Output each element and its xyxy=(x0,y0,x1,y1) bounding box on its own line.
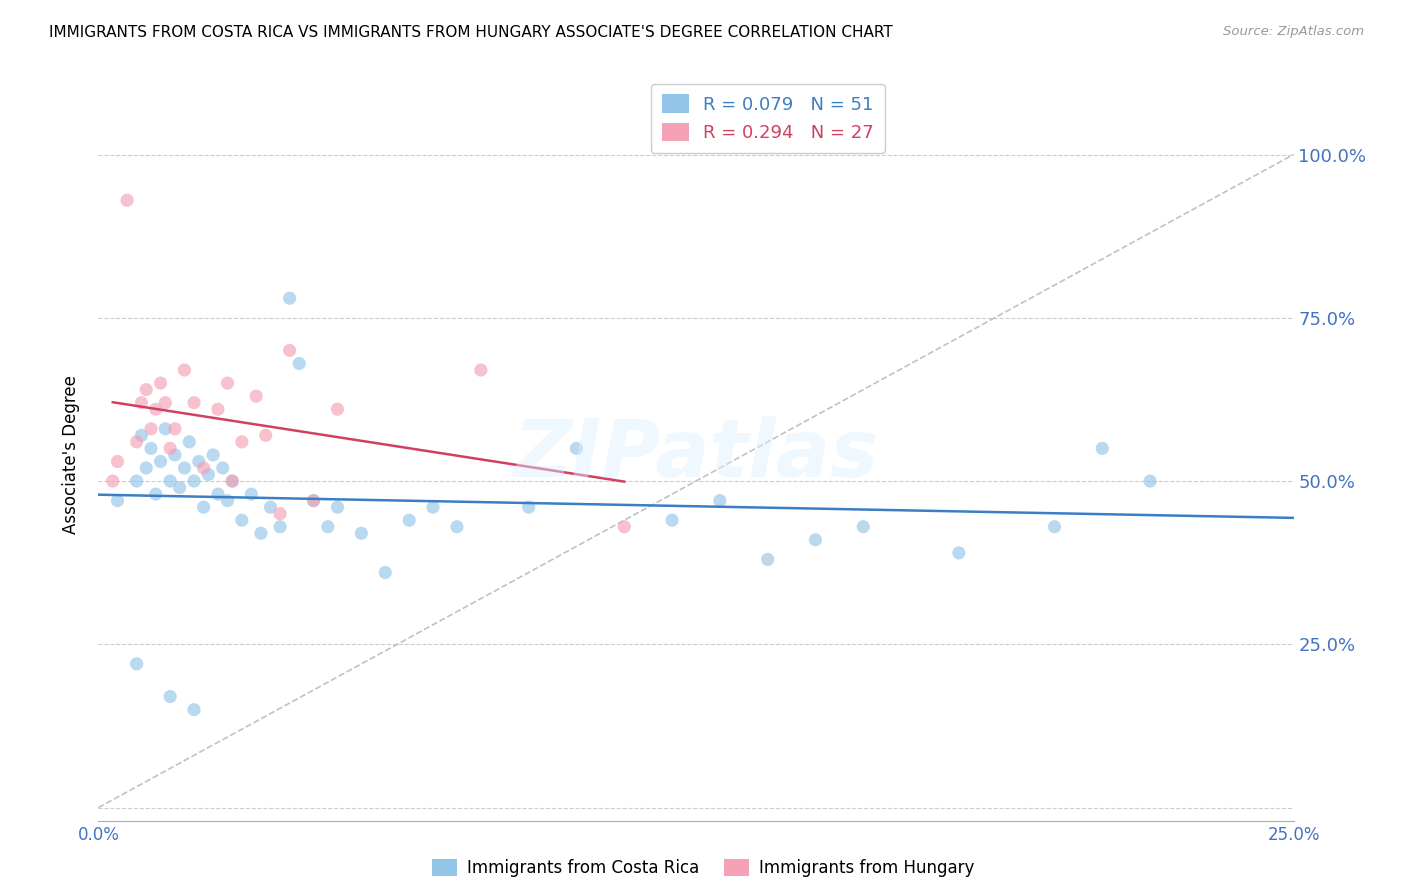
Point xyxy=(852,520,875,534)
Point xyxy=(135,461,157,475)
Point xyxy=(470,363,492,377)
Point xyxy=(221,474,243,488)
Legend: R = 0.079   N = 51, R = 0.294   N = 27: R = 0.079 N = 51, R = 0.294 N = 27 xyxy=(651,84,884,153)
Point xyxy=(756,552,779,566)
Point xyxy=(948,546,970,560)
Point xyxy=(107,454,129,468)
Point xyxy=(101,474,124,488)
Point xyxy=(115,193,138,207)
Point xyxy=(517,500,540,515)
Point xyxy=(149,376,172,390)
Point xyxy=(231,513,253,527)
Point xyxy=(422,500,444,515)
Point xyxy=(169,481,191,495)
Point xyxy=(565,442,588,456)
Point xyxy=(350,526,373,541)
Point xyxy=(374,566,396,580)
Y-axis label: Associate's Degree: Associate's Degree xyxy=(62,376,80,534)
Point xyxy=(183,474,205,488)
Point xyxy=(135,383,157,397)
Point xyxy=(245,389,267,403)
Point xyxy=(125,474,148,488)
Point xyxy=(231,434,253,449)
Point xyxy=(661,513,683,527)
Point xyxy=(259,500,281,515)
Text: IMMIGRANTS FROM COSTA RICA VS IMMIGRANTS FROM HUNGARY ASSOCIATE'S DEGREE CORRELA: IMMIGRANTS FROM COSTA RICA VS IMMIGRANTS… xyxy=(49,25,893,40)
Point xyxy=(159,442,181,456)
Point xyxy=(217,376,239,390)
Point xyxy=(207,402,229,417)
Point xyxy=(183,395,205,409)
Point xyxy=(145,487,167,501)
Point xyxy=(193,461,215,475)
Point xyxy=(125,657,148,671)
Point xyxy=(398,513,420,527)
Point xyxy=(173,363,195,377)
Point xyxy=(183,703,205,717)
Text: ZIPatlas: ZIPatlas xyxy=(513,416,879,494)
Point xyxy=(173,461,195,475)
Point xyxy=(326,500,349,515)
Point xyxy=(217,493,239,508)
Point xyxy=(107,493,129,508)
Point xyxy=(278,291,301,305)
Point xyxy=(269,520,291,534)
Point xyxy=(139,442,162,456)
Point xyxy=(446,520,468,534)
Text: Source: ZipAtlas.com: Source: ZipAtlas.com xyxy=(1223,25,1364,38)
Point xyxy=(125,434,148,449)
Point xyxy=(193,500,215,515)
Point xyxy=(254,428,277,442)
Point xyxy=(1139,474,1161,488)
Point xyxy=(163,422,186,436)
Point xyxy=(145,402,167,417)
Point xyxy=(131,395,153,409)
Point xyxy=(288,356,311,371)
Point xyxy=(326,402,349,417)
Point xyxy=(159,690,181,704)
Point xyxy=(131,428,153,442)
Point xyxy=(202,448,225,462)
Point xyxy=(269,507,291,521)
Point xyxy=(1091,442,1114,456)
Point xyxy=(316,520,339,534)
Legend: Immigrants from Costa Rica, Immigrants from Hungary: Immigrants from Costa Rica, Immigrants f… xyxy=(425,852,981,884)
Point xyxy=(278,343,301,358)
Point xyxy=(221,474,243,488)
Point xyxy=(302,493,325,508)
Point xyxy=(709,493,731,508)
Point xyxy=(159,474,181,488)
Point xyxy=(1043,520,1066,534)
Point xyxy=(240,487,263,501)
Point xyxy=(207,487,229,501)
Point xyxy=(197,467,219,482)
Point xyxy=(211,461,233,475)
Point xyxy=(139,422,162,436)
Point xyxy=(613,520,636,534)
Point xyxy=(250,526,273,541)
Point xyxy=(187,454,209,468)
Point xyxy=(179,434,201,449)
Point xyxy=(155,395,177,409)
Point xyxy=(804,533,827,547)
Point xyxy=(149,454,172,468)
Point xyxy=(302,493,325,508)
Point xyxy=(155,422,177,436)
Point xyxy=(163,448,186,462)
